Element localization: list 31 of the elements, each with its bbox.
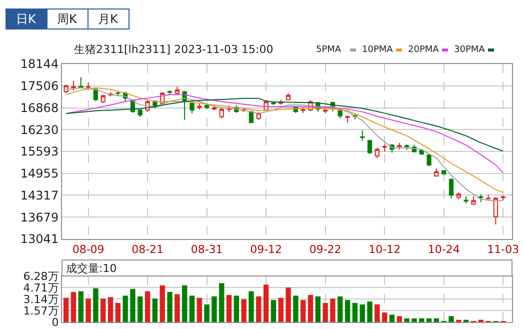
y-tick-label: 4.71万 bbox=[23, 281, 59, 294]
legend-label: 5PMA bbox=[316, 45, 342, 55]
x-tick-label: 10-24 bbox=[428, 243, 460, 256]
x-tick-label: 10-12 bbox=[368, 243, 401, 256]
x-tick-label: 08-21 bbox=[132, 243, 164, 256]
legend-label: 30PMA bbox=[454, 45, 486, 55]
y-tick-label: 6.28万 bbox=[23, 270, 59, 283]
y-tick-label: 15593 bbox=[20, 144, 59, 159]
x-tick-label: 08-31 bbox=[190, 243, 223, 256]
text: 月K bbox=[98, 12, 119, 26]
y-tick-label: 13679 bbox=[20, 210, 59, 224]
y-tick-label: 17506 bbox=[20, 79, 59, 94]
chart-title: 成交量:10 bbox=[66, 262, 117, 275]
y-tick-label: 13041 bbox=[20, 232, 59, 246]
x-tick-label: 11-03 bbox=[487, 243, 520, 256]
legend-label: 10PMA bbox=[362, 45, 394, 55]
y-tick-label: 16868 bbox=[20, 100, 59, 115]
legend-label: 20PMA bbox=[408, 45, 440, 55]
x-tick-label: 09-12 bbox=[250, 243, 282, 256]
text: 周K bbox=[57, 12, 78, 26]
y-tick-label: 1.57万 bbox=[23, 304, 59, 318]
x-tick-label: 09-22 bbox=[309, 243, 342, 256]
y-tick-label: 14955 bbox=[20, 166, 59, 181]
y-tick-label: 18144 bbox=[20, 57, 59, 72]
text: 日K bbox=[16, 12, 37, 26]
y-tick-label: 0 bbox=[52, 316, 59, 329]
x-tick-label: 08-09 bbox=[72, 243, 104, 256]
chart-title: 生猪2311[lh2311] 2023-11-03 15:00 bbox=[74, 43, 274, 56]
y-tick-label: 3.14万 bbox=[23, 292, 59, 306]
y-tick-label: 16230 bbox=[20, 122, 59, 137]
y-tick-label: 14317 bbox=[20, 188, 59, 202]
